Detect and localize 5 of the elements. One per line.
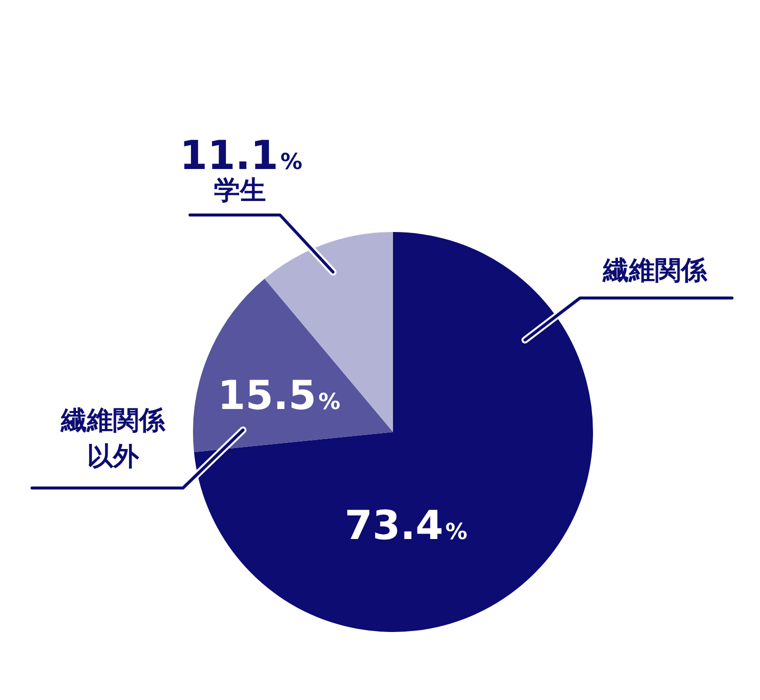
slice-label: 学生 — [214, 176, 266, 206]
data-label: 73.4% — [344, 503, 468, 549]
data-label: 15.5% — [218, 373, 340, 419]
slice-label: 繊維関係以外 — [60, 406, 166, 472]
slice-label: 繊維関係 — [602, 256, 708, 286]
